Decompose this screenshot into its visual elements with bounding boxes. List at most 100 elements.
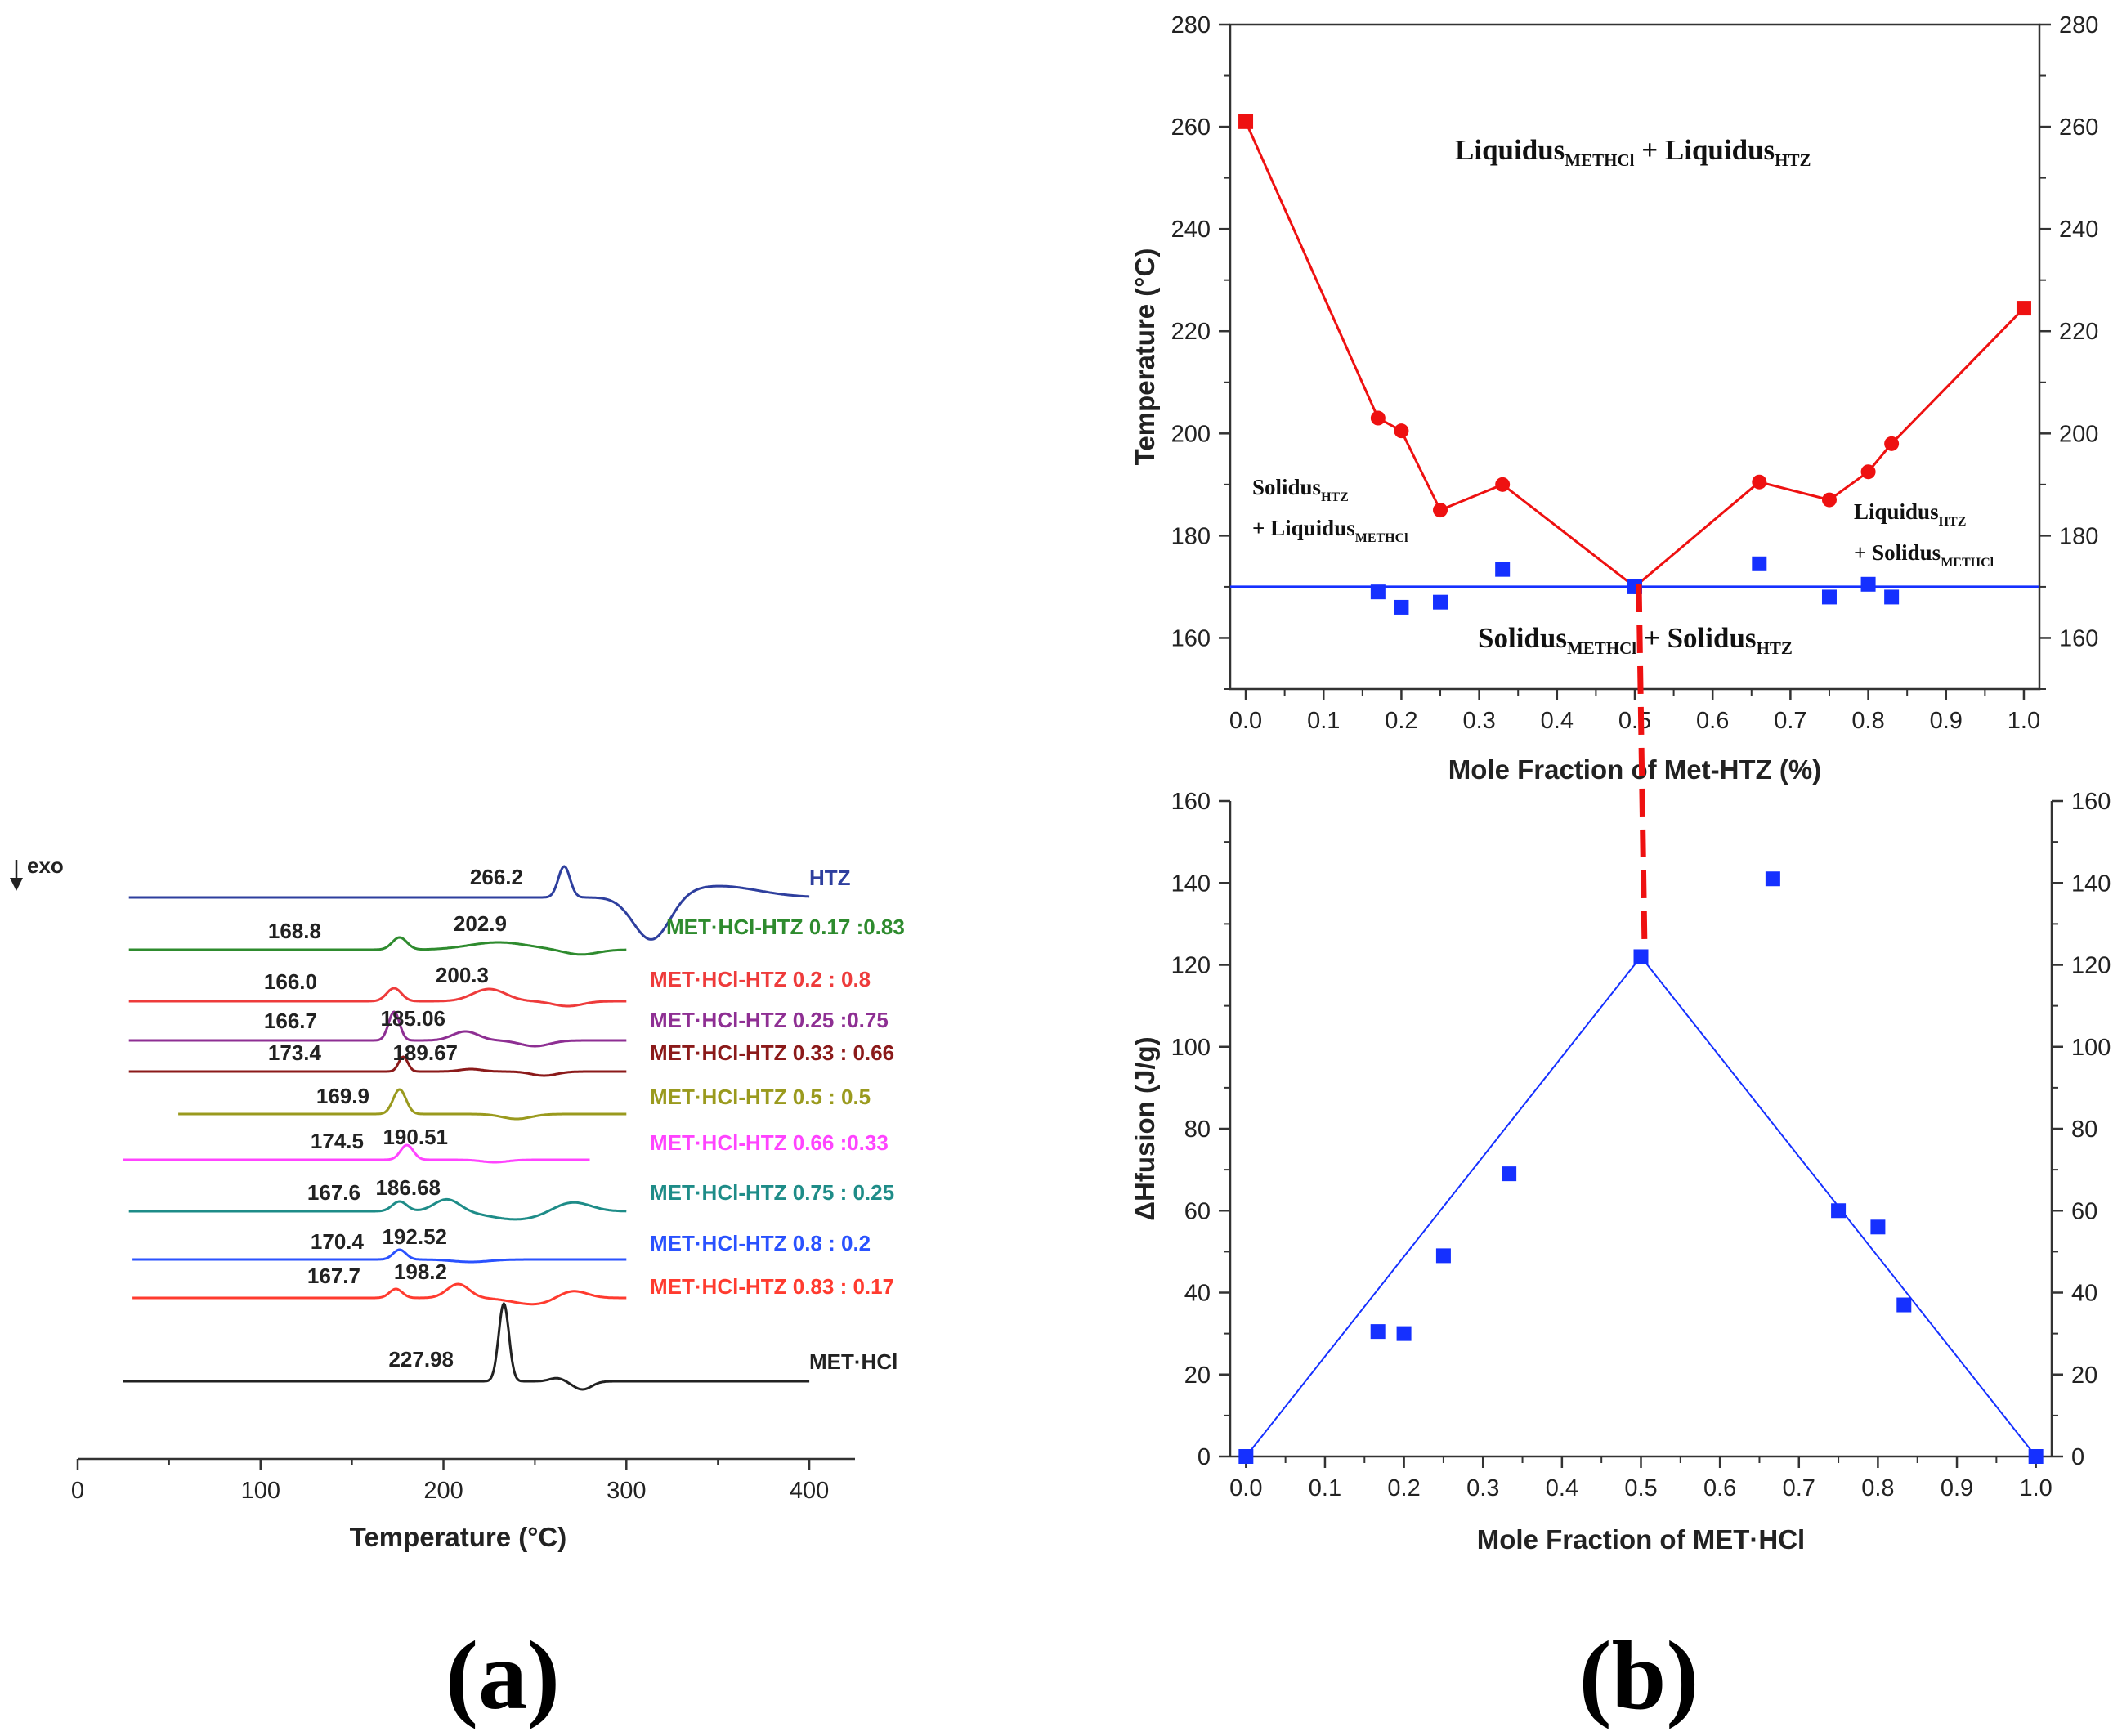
dsc-series-label: HTZ (809, 866, 851, 890)
enthalpy-point (1870, 1219, 1886, 1235)
eutectic-dashed-line (1636, 584, 1648, 951)
dsc-peak-label: 174.5 (311, 1129, 364, 1153)
x-tick-label: 0.9 (1941, 1475, 1973, 1501)
x-tick-label: 0.5 (1618, 708, 1651, 734)
x-tick-label: 0.2 (1387, 1475, 1420, 1501)
region-label-solidus-htz: SolidusHTZ (1252, 475, 1349, 504)
enthalpy-point (1435, 1248, 1451, 1264)
enthalpy-point (1502, 1166, 1517, 1182)
dsc-peak-label: 170.4 (311, 1229, 365, 1254)
enthalpy-point (1238, 1449, 1254, 1464)
solidus-point (1433, 594, 1448, 610)
liquidus-point (1394, 423, 1409, 439)
dsc-peak-label: 166.0 (264, 969, 317, 994)
exo-label: exo (27, 853, 64, 878)
liquidus-point (1433, 503, 1448, 518)
y-tick-label-right: 120 (2071, 953, 2111, 979)
y-tick-label: 260 (1171, 114, 1211, 141)
y-tick-label-right: 200 (2059, 421, 2098, 447)
dsc-curve-8 (132, 1248, 627, 1264)
y-tick-label-right: 20 (2071, 1362, 2097, 1389)
x-tick-label: 300 (607, 1478, 646, 1504)
x-tick-label: 0.4 (1546, 1475, 1578, 1501)
y-tick-label: 140 (1171, 870, 1211, 897)
solidus-point (1884, 589, 1900, 605)
liquidus-point (1495, 477, 1511, 492)
dsc-peak-label: 167.7 (307, 1264, 360, 1288)
y-tick-label-right: 100 (2071, 1035, 2111, 1061)
dsc-peak-label: 168.8 (268, 919, 321, 943)
dsc-peak-label: 167.6 (307, 1180, 360, 1205)
dsc-curve-7 (128, 1197, 627, 1221)
y-tick-label-right: 0 (2071, 1444, 2084, 1470)
panel-a-dsc-thermograms: 0 100 200 300 400 Temperature (°C) exo HTZ 266.2… (10, 853, 905, 1552)
y-tick-label: 180 (1171, 523, 1211, 549)
enthalpy-point (1396, 1326, 1412, 1341)
liquidus-point (1821, 492, 1837, 508)
liquidus-point (1370, 410, 1386, 426)
region-label-liquidus-htz: LiquidusHTZ (1854, 499, 1966, 529)
solidus-point (1394, 599, 1409, 615)
y-tick-label: 0 (1198, 1444, 1211, 1470)
dsc-curve-4 (128, 1055, 627, 1077)
x-tick-label: 1.0 (2020, 1475, 2053, 1501)
x-tick-label: 0.3 (1462, 708, 1495, 734)
x-tick-label: 0 (71, 1478, 84, 1504)
dsc-curve-5 (178, 1088, 627, 1121)
x-tick-label: 0.0 (1229, 1475, 1262, 1501)
y-tick-label: 240 (1171, 217, 1211, 243)
x-tick-label: 0.5 (1624, 1475, 1657, 1501)
y-tick-label-right: 220 (2059, 319, 2098, 345)
solidus-point (1860, 576, 1876, 592)
dsc-peak-label: 202.9 (454, 911, 507, 936)
liquidus-point (2016, 301, 2031, 316)
dsc-peak-label: 166.7 (264, 1009, 317, 1033)
dsc-curve-10 (123, 1301, 810, 1391)
x-tick-label: 0.1 (1309, 1475, 1341, 1501)
dsc-peak-label: 192.52 (382, 1224, 447, 1249)
x-tick-label: 0.0 (1229, 708, 1262, 734)
liquidus-point (1884, 436, 1900, 451)
enthalpy-point (1633, 949, 1649, 964)
y-tick-label-right: 180 (2059, 523, 2098, 549)
y-tick-label: 160 (1171, 789, 1211, 815)
dsc-series-label: MET·HCl-HTZ 0.25 :0.75 (650, 1008, 889, 1032)
enthalpy-point (1831, 1203, 1847, 1219)
region-label-liquidus-methcl: + LiquidusMETHCl (1252, 516, 1408, 545)
y-axis-label: ΔHfusion (J/g) (1130, 1036, 1160, 1220)
y-tick-label-right: 60 (2071, 1198, 2097, 1224)
liquidus-point (1752, 474, 1767, 490)
fit-line (1245, 955, 2037, 1457)
liquidus-point (1238, 114, 1254, 129)
x-tick-label: 0.7 (1774, 708, 1806, 734)
dsc-peak-label: 169.9 (316, 1084, 369, 1108)
solidus-point (1495, 562, 1511, 577)
y-tick-label: 40 (1184, 1281, 1211, 1307)
y-tick-label: 280 (1171, 12, 1211, 38)
dsc-peak-label: 266.2 (470, 865, 523, 889)
dsc-series-label: MET·HCl (809, 1349, 898, 1374)
solidus-point (1370, 584, 1386, 600)
x-tick-label: 100 (241, 1478, 280, 1504)
panel-label-a: (a) (445, 1621, 560, 1729)
dsc-series-label: MET·HCl-HTZ 0.2 : 0.8 (650, 967, 871, 991)
dsc-curve-0 (128, 865, 810, 941)
y-tick-label-right: 160 (2071, 789, 2111, 815)
region-label-liquidus: LiquidusMETHCl + LiquidusHTZ (1455, 134, 1811, 170)
y-tick-label: 20 (1184, 1362, 1211, 1389)
y-tick-label: 60 (1184, 1198, 1211, 1224)
enthalpy-point (1896, 1297, 1912, 1313)
panel-b-tammann-plot: 0.0 0.1 0.2 0.3 0.4 0.5 0.6 0.7 0.8 0.9 1.0 0 0 20 20 4… (1130, 789, 2111, 1555)
y-tick-label-right: 260 (2059, 114, 2098, 141)
y-tick-label: 80 (1184, 1116, 1211, 1143)
enthalpy-point (1370, 1324, 1386, 1340)
y-tick-label: 100 (1171, 1035, 1211, 1061)
dsc-series-label: MET·HCl-HTZ 0.83 : 0.17 (650, 1274, 894, 1299)
dsc-peak-label: 173.4 (268, 1040, 322, 1065)
y-tick-label: 120 (1171, 953, 1211, 979)
dsc-curve-6 (123, 1143, 590, 1164)
y-tick-label-right: 140 (2071, 870, 2111, 897)
y-tick-label: 160 (1171, 625, 1211, 651)
dsc-peak-label: 227.98 (388, 1347, 454, 1371)
